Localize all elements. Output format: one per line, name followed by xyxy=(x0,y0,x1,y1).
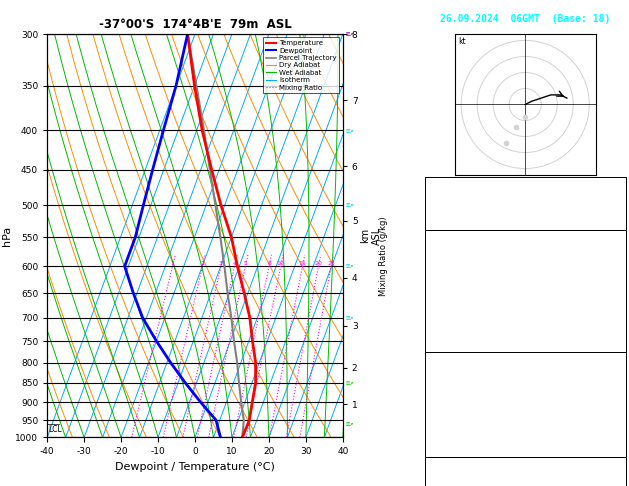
Text: 2: 2 xyxy=(201,261,204,266)
Legend: Temperature, Dewpoint, Parcel Trajectory, Dry Adiabat, Wet Adiabat, Isotherm, Mi: Temperature, Dewpoint, Parcel Trajectory… xyxy=(263,37,339,93)
Text: 302: 302 xyxy=(606,282,623,291)
Text: ≡↗: ≡↗ xyxy=(346,127,355,133)
Text: EH: EH xyxy=(428,475,438,485)
Text: ≡↗: ≡↗ xyxy=(346,380,355,386)
Text: 12.8: 12.8 xyxy=(601,249,623,258)
Text: Most Unstable: Most Unstable xyxy=(490,354,560,363)
Text: Temp (°C): Temp (°C) xyxy=(428,249,476,258)
Text: 4: 4 xyxy=(233,261,237,266)
Text: PW (cm): PW (cm) xyxy=(428,212,465,221)
Text: kt: kt xyxy=(458,36,465,46)
Text: Surface: Surface xyxy=(506,232,544,242)
Text: 11: 11 xyxy=(612,298,623,308)
Text: ≡↗: ≡↗ xyxy=(346,421,355,427)
Text: 5: 5 xyxy=(243,261,247,266)
Text: θₑ (K): θₑ (K) xyxy=(428,387,460,396)
Text: 10: 10 xyxy=(277,261,284,266)
Text: Mixing Ratio (g/kg): Mixing Ratio (g/kg) xyxy=(379,216,388,295)
Text: Totals Totals: Totals Totals xyxy=(428,195,498,205)
Text: 0: 0 xyxy=(617,331,623,341)
Text: ≡↗: ≡↗ xyxy=(346,315,355,321)
Text: 4: 4 xyxy=(617,179,623,188)
Text: Pressure (mb): Pressure (mb) xyxy=(428,370,498,380)
Text: K: K xyxy=(428,179,433,188)
Text: ≡↗: ≡↗ xyxy=(346,202,355,208)
Text: 0: 0 xyxy=(617,436,623,446)
Text: ≡↗: ≡↗ xyxy=(346,263,355,269)
Text: 0: 0 xyxy=(617,420,623,429)
Text: θₑ(K): θₑ(K) xyxy=(428,282,455,291)
Text: -5: -5 xyxy=(612,475,623,485)
Text: Hodograph: Hodograph xyxy=(501,459,549,468)
Text: CAPE (J): CAPE (J) xyxy=(428,420,470,429)
Text: 8: 8 xyxy=(267,261,271,266)
Text: 308: 308 xyxy=(606,387,623,396)
Text: 25: 25 xyxy=(327,261,335,266)
Text: 7: 7 xyxy=(617,403,623,413)
Text: LCL: LCL xyxy=(48,425,62,434)
Text: 0: 0 xyxy=(617,315,623,324)
Text: 750: 750 xyxy=(606,370,623,380)
Text: 26.09.2024  06GMT  (Base: 18): 26.09.2024 06GMT (Base: 18) xyxy=(440,14,610,24)
Text: 15: 15 xyxy=(299,261,306,266)
Y-axis label: hPa: hPa xyxy=(3,226,13,246)
Text: CIN (J): CIN (J) xyxy=(428,331,465,341)
Text: 6.9: 6.9 xyxy=(606,265,623,275)
Text: 3: 3 xyxy=(219,261,223,266)
Text: 35: 35 xyxy=(612,195,623,205)
Text: 1: 1 xyxy=(170,261,174,266)
Text: ≡↗: ≡↗ xyxy=(346,31,355,37)
Text: Dewp (°C): Dewp (°C) xyxy=(428,265,476,275)
Text: Lifted Index: Lifted Index xyxy=(428,403,493,413)
Title: -37°00'S  174°4B'E  79m  ASL: -37°00'S 174°4B'E 79m ASL xyxy=(99,18,291,32)
Text: Lifted Index: Lifted Index xyxy=(428,298,493,308)
X-axis label: Dewpoint / Temperature (°C): Dewpoint / Temperature (°C) xyxy=(115,462,275,472)
Text: CIN (J): CIN (J) xyxy=(428,436,465,446)
Text: 1.69: 1.69 xyxy=(601,212,623,221)
Text: CAPE (J): CAPE (J) xyxy=(428,315,470,324)
Y-axis label: km
ASL: km ASL xyxy=(360,226,382,245)
Text: © weatheronline.co.uk: © weatheronline.co.uk xyxy=(473,452,577,461)
Text: 20: 20 xyxy=(314,261,323,266)
